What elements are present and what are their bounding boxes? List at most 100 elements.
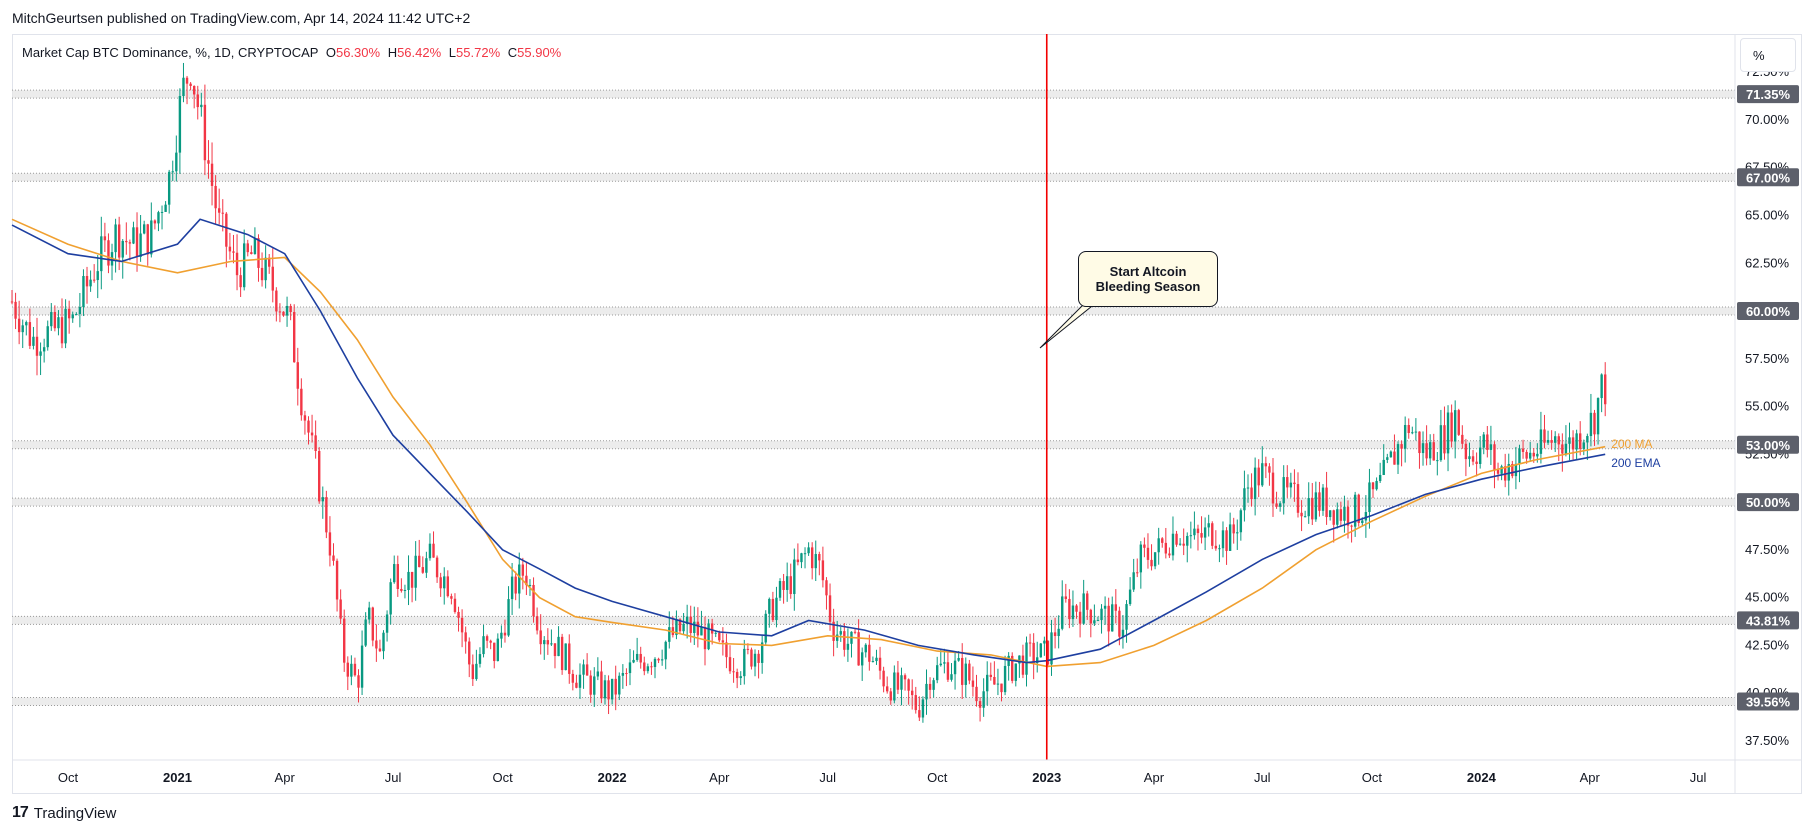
candle <box>57 310 60 336</box>
candle <box>135 212 139 272</box>
candle-body <box>1386 457 1389 460</box>
candle-body <box>1336 509 1339 525</box>
y-tick-label: 42.50% <box>1745 637 1790 652</box>
footer-brand[interactable]: 17 TradingView <box>12 804 116 822</box>
candle-body <box>961 657 964 685</box>
candle-body <box>575 682 578 688</box>
candle-body <box>689 616 692 634</box>
candle-body <box>714 632 717 634</box>
candle-body <box>1579 433 1582 449</box>
candle <box>1275 491 1278 509</box>
candle <box>1278 501 1282 512</box>
candle-body <box>832 621 835 641</box>
candle-body <box>1468 456 1471 460</box>
candle-body <box>643 662 646 672</box>
candle <box>1043 636 1046 656</box>
candle-body <box>750 649 753 667</box>
candle-body <box>1300 512 1303 517</box>
candle <box>1311 483 1314 525</box>
percent-scale-button[interactable]: % <box>1740 38 1796 72</box>
candle-body <box>964 663 967 685</box>
candle-body <box>1011 655 1014 681</box>
candle-body <box>1500 466 1503 474</box>
candle-body <box>889 691 892 701</box>
candle <box>32 326 35 350</box>
legend-low-label: L <box>448 45 457 60</box>
candle-body <box>264 257 267 281</box>
candle-body <box>914 695 917 711</box>
candle <box>700 610 703 636</box>
candle-body <box>1061 596 1064 629</box>
candle <box>593 667 596 708</box>
candle-body <box>518 564 521 594</box>
candle <box>443 567 446 605</box>
candle-body <box>493 642 496 662</box>
candle-body <box>732 671 735 673</box>
candle-body <box>100 236 103 272</box>
candle-body <box>1314 492 1318 520</box>
candle-body <box>675 619 678 636</box>
candle <box>775 586 778 628</box>
candle-body <box>928 683 932 690</box>
candle <box>807 542 810 556</box>
candle-body <box>971 680 975 687</box>
candle <box>996 668 1000 696</box>
candle-body <box>10 301 14 303</box>
candle <box>1300 500 1303 532</box>
level-price-label-bg <box>1737 692 1799 711</box>
candle <box>285 296 289 327</box>
candle <box>675 610 678 640</box>
candle <box>1221 521 1225 558</box>
level-price-label-bg <box>1737 302 1799 321</box>
level-bands <box>12 89 1735 707</box>
candle <box>128 239 132 261</box>
candle <box>428 533 432 561</box>
candle <box>1178 538 1182 546</box>
candle-body <box>1211 523 1214 546</box>
candle-body <box>157 212 160 224</box>
candle-body <box>235 252 239 276</box>
candle <box>1418 431 1421 469</box>
candle-body <box>1028 642 1032 644</box>
candle <box>425 551 428 578</box>
candle-body <box>757 653 760 663</box>
candle <box>132 221 135 245</box>
candle <box>1436 451 1439 476</box>
candle <box>1543 414 1546 449</box>
candle <box>1593 409 1596 446</box>
candle-body <box>939 663 942 666</box>
candle <box>735 668 739 689</box>
candle-body <box>1236 532 1239 534</box>
candle <box>500 625 503 648</box>
candle <box>757 650 760 679</box>
candle-body <box>1343 506 1346 521</box>
candle <box>371 606 374 647</box>
candle <box>750 647 753 670</box>
candle-body <box>139 233 142 257</box>
candle-body <box>557 636 560 657</box>
candle-body <box>471 664 475 680</box>
candle <box>39 342 42 376</box>
candle <box>493 642 496 669</box>
candle-body <box>857 632 860 666</box>
candle-body <box>135 227 139 257</box>
candle-body <box>78 306 82 315</box>
candle-body <box>800 553 803 563</box>
candle <box>564 643 567 671</box>
annotation-callout[interactable]: Start Altcoin Bleeding Season <box>1078 251 1218 307</box>
candle <box>1446 405 1450 472</box>
candle-body <box>278 311 282 313</box>
x-tick-label: Oct <box>492 770 513 785</box>
candle-body <box>1125 604 1128 630</box>
candle <box>89 270 92 292</box>
candle <box>1425 425 1428 466</box>
candle-body <box>203 104 207 161</box>
candle <box>60 298 64 349</box>
legend-symbol: Market Cap BTC Dominance, %, 1D, CRYPTOC… <box>22 45 319 60</box>
candle-body <box>1000 683 1003 693</box>
candle-body <box>853 631 857 633</box>
candle <box>1068 589 1071 629</box>
candle <box>246 239 249 257</box>
candle <box>657 657 660 664</box>
